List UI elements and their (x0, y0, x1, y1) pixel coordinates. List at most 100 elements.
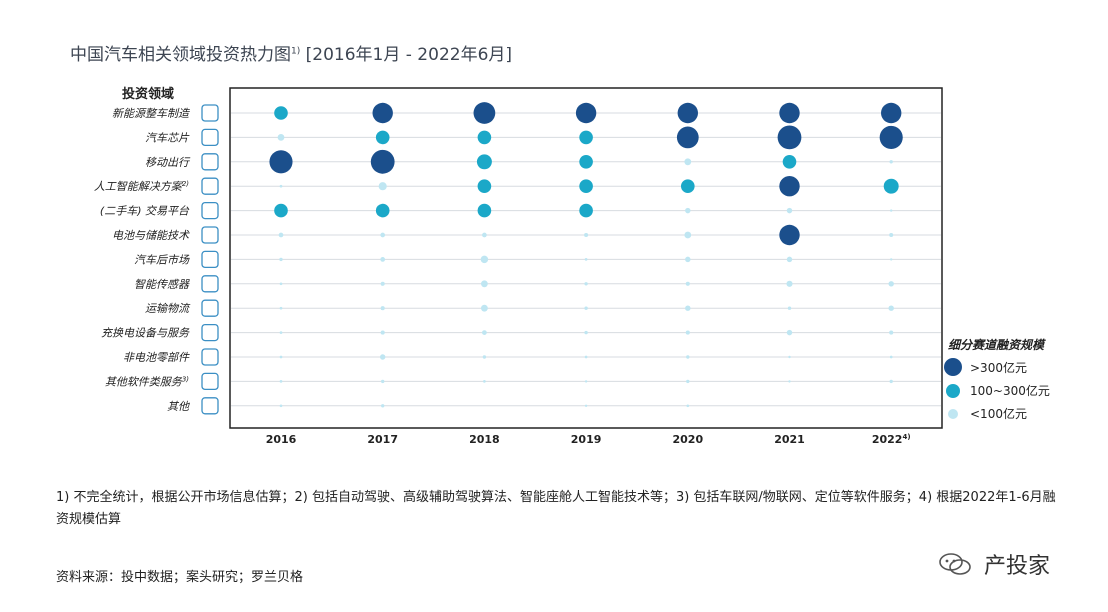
bubble (483, 380, 486, 383)
bubble (575, 102, 597, 124)
bubble (584, 232, 589, 238)
bubble (889, 379, 893, 384)
bubble (777, 125, 802, 150)
charging-icon (201, 323, 219, 342)
bubble (786, 256, 793, 263)
x-tick-label: 2018 (469, 433, 500, 446)
bubble (676, 126, 699, 149)
bubble (686, 379, 690, 384)
chart-title: 中国汽车相关领域投资热力图1) [2016年1月 - 2022年6月] (70, 45, 513, 65)
bubble (370, 149, 395, 174)
bubble (375, 130, 390, 145)
bubble (685, 281, 690, 286)
footnote: 1) 不完全统计，根据公开市场信息估算；2) 包括自动驾驶、高级辅助驾驶算法、智… (56, 490, 1056, 527)
bubble (579, 179, 593, 193)
category-label: 人工智能解决方案2) (94, 180, 189, 193)
x-tick-label: 20224) (872, 433, 911, 446)
bubble (879, 125, 903, 149)
x-tick-label: 2021 (774, 433, 805, 446)
legend-item-small: <100亿元 (944, 405, 1027, 422)
bubble (685, 207, 691, 214)
mobility-icon (201, 153, 219, 171)
bubble (685, 330, 690, 335)
plot-frame (229, 87, 943, 429)
bubble (480, 255, 489, 264)
bubble (477, 179, 492, 193)
x-tick-label: 2020 (672, 433, 703, 446)
bubble (274, 106, 288, 120)
bubble (269, 150, 293, 174)
bubble (372, 102, 393, 124)
category-label: 汽车后市场 (134, 253, 190, 266)
bubble (584, 258, 588, 261)
battery-icon (201, 226, 219, 244)
bubble (787, 306, 792, 310)
bubble (788, 380, 791, 383)
bubble (890, 209, 893, 212)
bubble (380, 257, 386, 262)
sensor-icon (201, 275, 219, 293)
bubble (279, 257, 283, 262)
category-label: 汽车芯片 (145, 131, 190, 144)
bubble (888, 305, 894, 311)
category-label: (二手车) 交易平台 (100, 205, 190, 218)
bubble (889, 330, 894, 335)
bubble (684, 158, 692, 166)
bubble (379, 354, 386, 360)
bubble (782, 155, 797, 169)
bubble (889, 232, 894, 238)
bubble (889, 355, 893, 359)
bubble (889, 160, 893, 164)
source-note: 资料来源：投中数据；案头研究；罗兰贝格 (56, 570, 304, 585)
category-label: 智能传感器 (134, 278, 190, 291)
bubble (686, 404, 690, 408)
x-tick-label: 2017 (367, 433, 398, 446)
legend-swatch-medium (946, 383, 960, 398)
bubble (381, 379, 385, 384)
bubble (375, 203, 390, 218)
bubble (677, 102, 698, 124)
bubble (279, 184, 283, 188)
bubble (779, 176, 800, 197)
bubble (881, 102, 902, 124)
bubble (482, 355, 487, 359)
bubble (477, 203, 492, 218)
bubble (686, 355, 690, 359)
truck-icon (201, 299, 219, 317)
software-icon (201, 372, 219, 391)
bubble (381, 404, 385, 408)
bubble (786, 207, 793, 214)
bubble (584, 380, 588, 383)
category-label: 非电池零部件 (123, 351, 190, 364)
bubble (378, 182, 387, 191)
bubble (584, 330, 588, 335)
bubble (279, 380, 283, 383)
bubble (278, 232, 284, 238)
bubble (279, 355, 283, 359)
legend-item-medium: 100~300亿元 (944, 382, 1050, 399)
bubble (685, 256, 691, 263)
bubble (274, 203, 288, 218)
bubble (380, 330, 385, 335)
legend-swatch-small (948, 408, 958, 419)
aftermarket-icon (201, 250, 219, 269)
bubble (279, 331, 283, 334)
bubble (579, 155, 593, 169)
category-label: 其他软件类服务3) (105, 375, 189, 388)
bubble (277, 134, 285, 141)
category-label: 充换电设备与服务 (101, 327, 190, 340)
bubble (380, 306, 385, 311)
bubble (584, 282, 588, 286)
bubble (473, 102, 496, 124)
bubble (477, 130, 492, 145)
x-tick-label: 2016 (266, 433, 297, 446)
bubble (786, 280, 793, 287)
bubble (279, 306, 283, 310)
bubble (584, 404, 588, 407)
bubble (685, 305, 691, 311)
bubble (584, 355, 588, 359)
legend-title: 细分赛道融资规模 (948, 338, 1045, 352)
watermark: 产投家 (938, 548, 1050, 580)
x-tick-label: 2019 (571, 433, 602, 446)
